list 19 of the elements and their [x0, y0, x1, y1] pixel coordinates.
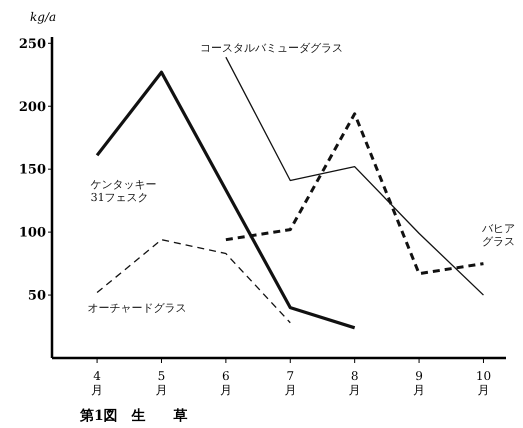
text: 第1図 生 草 [79, 408, 188, 424]
x-tick-label: 9月 [413, 369, 426, 397]
text: ケンタッキー31フェスク [90, 178, 157, 204]
x-tick-label: 7月 [284, 369, 296, 397]
x-tick-label: 4月 [91, 369, 104, 397]
y-tick-label: 50 [28, 288, 46, 304]
y-tick-label: 250 [18, 36, 46, 52]
x-tick-label: 5月 [155, 369, 168, 397]
x-tick-label: 8月 [348, 369, 361, 397]
series-label: バヒアグラス [481, 222, 516, 248]
y-tick-label: 200 [18, 100, 46, 115]
x-tick-label: 10月 [476, 369, 492, 397]
y-tick-label: 150 [18, 162, 46, 178]
x-tick-label: 6月 [220, 369, 232, 397]
y-axis-title: kg/a [30, 10, 56, 24]
y-tick-label: 100 [18, 226, 46, 241]
line-series [96, 239, 291, 324]
text: コースタルバミューダグラス [200, 42, 344, 55]
series-label: オーチャードグラス [87, 302, 186, 315]
